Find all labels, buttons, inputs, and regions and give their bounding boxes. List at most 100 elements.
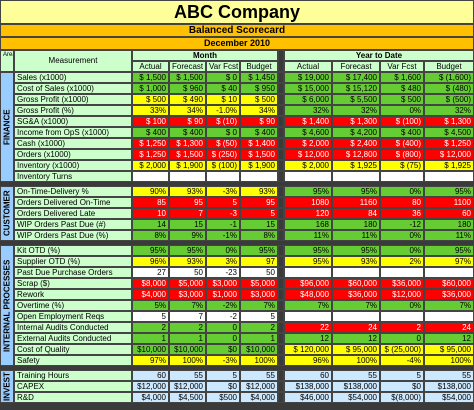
- ytd-value: $36,000: [332, 289, 380, 300]
- month-value: $ 400: [240, 127, 278, 138]
- month-value: 27: [132, 267, 169, 278]
- gap: [278, 160, 284, 171]
- ytd-value: $ 120,000: [284, 344, 332, 355]
- month-value: 100%: [169, 355, 206, 366]
- month-value: 1: [169, 333, 206, 344]
- ytd-value: 12: [424, 333, 474, 344]
- month-value: 9%: [169, 230, 206, 241]
- month-value: $ 90: [240, 116, 278, 127]
- gap: [278, 355, 284, 366]
- gap: [278, 171, 284, 182]
- ytd-value: [424, 267, 474, 278]
- month-value: $10,000: [240, 344, 278, 355]
- measure-label: Cost of Quality: [14, 344, 132, 355]
- gap: [278, 256, 284, 267]
- month-value: $ 500: [132, 94, 169, 105]
- gap: [278, 392, 284, 403]
- area-label: FINANCE: [0, 72, 14, 182]
- month-value: $500: [206, 392, 240, 403]
- month-value: 15: [240, 219, 278, 230]
- ytd-value: 95%: [424, 245, 474, 256]
- month-value: $ 1,900: [169, 160, 206, 171]
- month-value: 95: [169, 197, 206, 208]
- month-value: $ 2,000: [132, 160, 169, 171]
- ytd-value: $(8,000): [380, 392, 424, 403]
- ytd-value: $ 1,925: [332, 160, 380, 171]
- month-value: [206, 171, 240, 182]
- ytd-value: 84: [332, 208, 380, 219]
- period: December 2010: [0, 37, 474, 50]
- ytd-value: 0%: [380, 300, 424, 311]
- column-header: Actual: [132, 61, 169, 72]
- measure-label: Scrap ($): [14, 278, 132, 289]
- ytd-value: 1160: [332, 197, 380, 208]
- ytd-value: [380, 311, 424, 322]
- ytd-value: 24: [332, 322, 380, 333]
- ytd-value: 100%: [424, 355, 474, 366]
- month-header: Month: [132, 50, 278, 61]
- month-value: $ 1,500: [169, 72, 206, 83]
- ytd-value: $12,000: [380, 289, 424, 300]
- gap: [278, 278, 284, 289]
- ytd-value: $ 2,000: [284, 138, 332, 149]
- gap: [278, 300, 284, 311]
- month-value: 97%: [132, 355, 169, 366]
- ytd-value: $ 1,925: [424, 160, 474, 171]
- ytd-value: $ 15,000: [284, 83, 332, 94]
- month-value: 50: [169, 267, 206, 278]
- ytd-value: $ 19,000: [284, 72, 332, 83]
- measurement-header: Measurement: [14, 50, 132, 72]
- month-value: $8,000: [132, 278, 169, 289]
- month-value: 8%: [132, 230, 169, 241]
- measure-label: Inventory Turns: [14, 171, 132, 182]
- month-value: 33%: [132, 105, 169, 116]
- ytd-value: 80: [380, 197, 424, 208]
- ytd-value: $36,000: [424, 289, 474, 300]
- measure-label: Training Hours: [14, 370, 132, 381]
- ytd-value: 95%: [284, 256, 332, 267]
- column-header: Actual: [284, 61, 332, 72]
- ytd-value: $ 17,400: [332, 72, 380, 83]
- month-value: 90%: [132, 186, 169, 197]
- month-value: 34%: [240, 105, 278, 116]
- month-value: $ 1,500: [132, 72, 169, 83]
- measure-label: Orders Delivered On-Time: [14, 197, 132, 208]
- month-value: 7%: [240, 300, 278, 311]
- measure-label: Open Employment Reqs: [14, 311, 132, 322]
- month-value: $12,000: [169, 381, 206, 392]
- gap: [278, 208, 284, 219]
- ytd-value: $ 1,250: [424, 138, 474, 149]
- gap: [278, 333, 284, 344]
- ytd-value: 2%: [380, 256, 424, 267]
- month-value: 10: [132, 208, 169, 219]
- month-value: 55: [169, 370, 206, 381]
- month-value: $10,000: [132, 344, 169, 355]
- gap: [278, 311, 284, 322]
- month-value: $3,000: [240, 289, 278, 300]
- ytd-value: 1100: [424, 197, 474, 208]
- month-value: -1.0%: [206, 105, 240, 116]
- month-value: -2: [206, 311, 240, 322]
- month-value: $ 1,500: [240, 149, 278, 160]
- measure-label: WIP Orders Past Due (%): [14, 230, 132, 241]
- month-value: 5%: [132, 300, 169, 311]
- ytd-value: 97%: [424, 256, 474, 267]
- ytd-value: 7%: [284, 300, 332, 311]
- measure-label: SG&A (x1000): [14, 116, 132, 127]
- ytd-value: $ 95,000: [332, 344, 380, 355]
- month-value: 100%: [240, 355, 278, 366]
- ytd-value: 0%: [380, 245, 424, 256]
- gap: [278, 186, 284, 197]
- ytd-value: $ (75): [380, 160, 424, 171]
- month-value: $ (250): [206, 149, 240, 160]
- measure-label: Income from OpS (x1000): [14, 127, 132, 138]
- ytd-value: 0%: [380, 105, 424, 116]
- ytd-value: $ 400: [380, 127, 424, 138]
- ytd-value: $ 95,000: [424, 344, 474, 355]
- ytd-value: $ 4,500: [424, 127, 474, 138]
- ytd-value: $36,000: [380, 278, 424, 289]
- ytd-value: $138,000: [424, 381, 474, 392]
- ytd-value: 95%: [284, 245, 332, 256]
- month-value: $ (50): [206, 138, 240, 149]
- month-value: 0%: [206, 245, 240, 256]
